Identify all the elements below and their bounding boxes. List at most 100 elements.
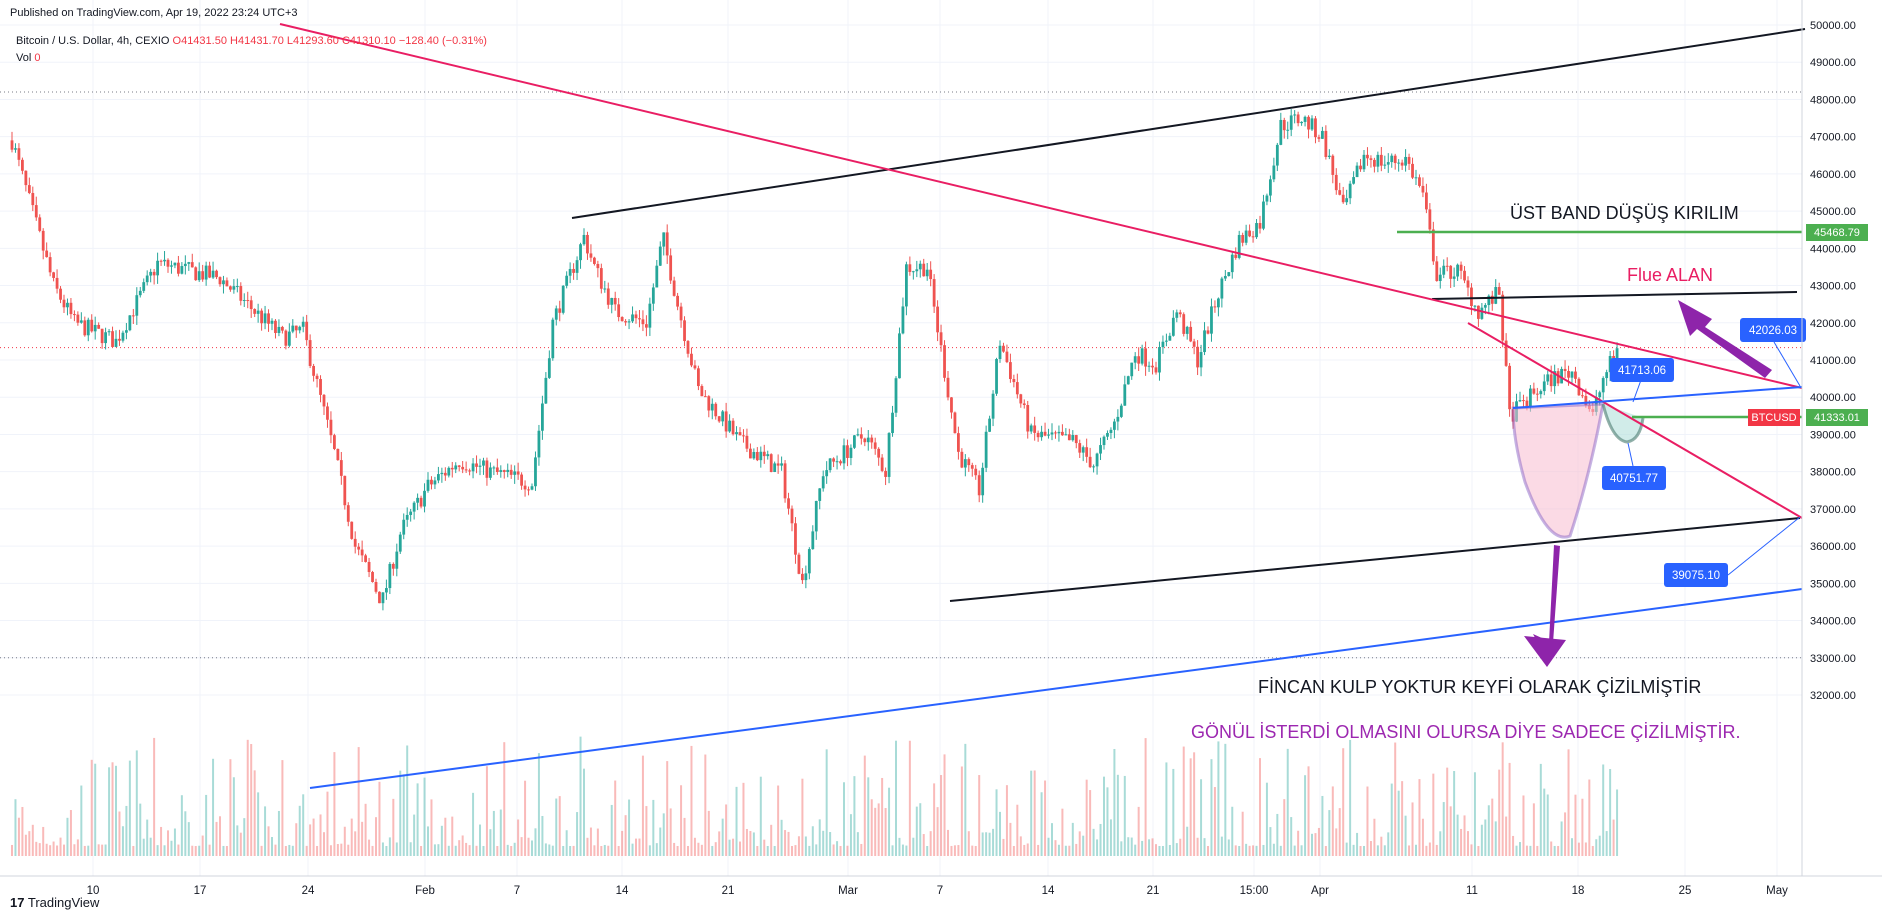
price-axis[interactable]: 50000.00 49000.00 48000.00 47000.00 46000.00… — [1810, 20, 1856, 702]
candle-body — [568, 268, 572, 276]
candle-body — [1161, 341, 1165, 348]
tradingview-logo[interactable]: 17 TradingView — [10, 895, 99, 910]
candle-body — [218, 277, 222, 285]
volume-bar — [797, 836, 800, 856]
volume-bar — [569, 845, 572, 856]
volume-bar — [94, 763, 97, 856]
volume-bar — [350, 818, 353, 856]
candle-body — [1099, 445, 1102, 454]
time-axis[interactable]: 10 17 24 Feb 7 14 21 Mar 7 14 21 15:00 Apr 11 18 25 May — [87, 885, 1789, 897]
candle-body — [1171, 317, 1175, 336]
volume-bar — [482, 845, 485, 856]
candle-body — [1317, 137, 1321, 139]
candle-body — [922, 263, 926, 277]
callout-42026[interactable]: 42026.03 — [1740, 318, 1806, 342]
candle-body — [1532, 388, 1536, 394]
price-tick-label: 44000.00 — [1810, 243, 1856, 255]
volume-bar — [1432, 773, 1435, 856]
candle-body — [1106, 433, 1109, 437]
candle-body — [1234, 254, 1238, 258]
price-badge-41333[interactable]: 41333.01 — [1806, 409, 1868, 426]
candle-body — [135, 295, 139, 316]
volume-bar — [1415, 844, 1417, 856]
volume-bar — [381, 842, 384, 856]
volume-bar — [600, 845, 603, 856]
candle-body — [943, 345, 946, 378]
candle-body — [492, 467, 496, 469]
candle-body — [658, 246, 662, 266]
volume-bar — [926, 845, 929, 856]
volume-bar — [1255, 845, 1258, 856]
candle-body — [204, 265, 208, 280]
candle-body — [1036, 432, 1040, 438]
volume-bar — [534, 828, 537, 856]
candle-body — [974, 468, 978, 476]
blue-neck-line[interactable] — [1512, 386, 1803, 409]
volume-bar — [1113, 748, 1116, 856]
volume-bar — [1012, 846, 1015, 856]
candle-body — [1303, 116, 1307, 122]
symbol-title[interactable]: Bitcoin / U.S. Dollar, 4h, CEXIO — [16, 35, 170, 47]
candle-body — [1581, 395, 1584, 397]
pink-downtrend-line[interactable] — [279, 23, 1803, 389]
candle-body — [1182, 314, 1186, 334]
candle-body — [294, 325, 298, 331]
flue-resistance-line[interactable] — [1431, 291, 1798, 300]
volume-bar — [1155, 844, 1157, 856]
candle-body — [281, 326, 284, 331]
volume-bar — [596, 828, 599, 856]
candle-body — [1393, 155, 1397, 164]
candle-body — [1598, 392, 1602, 398]
candle-body — [450, 467, 454, 470]
candle-body — [561, 285, 565, 313]
price-badge-45468[interactable]: 45468.79 — [1806, 224, 1868, 241]
volume-bar — [340, 843, 343, 856]
volume-bar — [49, 845, 52, 856]
candle-body — [1206, 330, 1210, 334]
volume-bar — [801, 778, 804, 856]
volume-bar — [531, 840, 533, 856]
volume-bar — [1446, 767, 1449, 856]
callout-41713[interactable]: 41713.06 — [1610, 358, 1674, 382]
candle-body — [336, 448, 340, 461]
candle-body — [908, 264, 912, 272]
volume-bar — [1245, 843, 1248, 856]
candle-body — [128, 315, 132, 331]
candle-body — [509, 469, 513, 475]
candle-body — [208, 265, 211, 278]
candle-body — [364, 555, 367, 562]
volume-bar — [974, 845, 977, 856]
annotation-ust-band: ÜST BAND DÜŞÜŞ KIRILIM — [1510, 203, 1739, 223]
vol-label[interactable]: Vol — [16, 52, 32, 64]
volume-bar — [475, 845, 478, 856]
candle-body — [631, 314, 634, 322]
candle-body — [1466, 280, 1470, 288]
candle-body — [1262, 201, 1265, 229]
candle-body — [950, 397, 953, 413]
volume-bar — [76, 839, 79, 856]
callout-39075[interactable]: 39075.10 — [1664, 563, 1728, 587]
lower-channel-line[interactable] — [949, 517, 1801, 602]
candle-body — [333, 435, 336, 449]
upper-channel-line[interactable] — [571, 28, 1806, 219]
candle-body — [447, 467, 451, 476]
candle-body — [679, 306, 683, 321]
volume-bar — [28, 831, 31, 856]
btcusd-label[interactable]: BTCUSD — [1748, 409, 1800, 426]
candle-body — [426, 479, 430, 491]
volume-bar — [496, 845, 499, 856]
candle-body — [669, 255, 673, 281]
pink-wedge-line[interactable] — [1467, 322, 1803, 519]
volume-bar — [1259, 758, 1261, 856]
candle-body — [1497, 287, 1501, 295]
volume-bar — [1484, 819, 1487, 856]
volume-bar — [1082, 835, 1085, 856]
volume-bar — [1352, 844, 1355, 856]
time-tick-label: 14 — [616, 885, 629, 897]
candle-body — [197, 271, 201, 281]
candle-body — [1244, 230, 1248, 243]
callout-40751[interactable]: 40751.77 — [1602, 466, 1666, 490]
candle-body — [697, 368, 700, 387]
candle-body — [83, 320, 87, 336]
